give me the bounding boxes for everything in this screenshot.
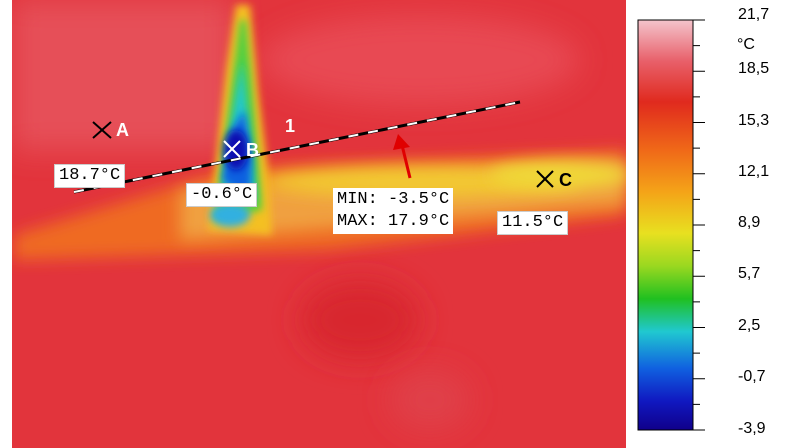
- marker-a-letter: A: [116, 120, 129, 140]
- scale-tick-label: 2,5: [738, 316, 761, 334]
- line-max-text: MAX: 17.9°C: [337, 212, 450, 231]
- scale-tick-label: 15,3: [738, 111, 770, 129]
- scale-tick-label: 8,9: [738, 214, 761, 231]
- scale-tick-label: 18,5: [738, 60, 770, 78]
- line-minmax-box: MIN: -3.5°C MAX: 17.9°C: [333, 188, 454, 234]
- scale-tick-label: 12,1: [738, 162, 770, 180]
- marker-b-cross-icon[interactable]: [223, 140, 241, 158]
- marker-c-temp-label: 11.5°C: [497, 211, 569, 235]
- marker-b-letter: B: [246, 140, 259, 160]
- scale-tick-label: -3,9: [738, 420, 766, 437]
- scale-tick-label: 5,7: [738, 265, 761, 283]
- line-number-label: 1: [285, 116, 296, 136]
- scale-tick-label: -0,7: [738, 367, 766, 385]
- arrow-icon: [393, 134, 412, 179]
- scale-ticks: [693, 19, 705, 431]
- profile-line[interactable]: [73, 100, 521, 194]
- scale-tick-label: 21,7: [738, 6, 770, 23]
- line-min-text: MIN: -3.5°C: [337, 190, 450, 209]
- scale-unit: °C: [737, 36, 755, 53]
- marker-c-letter: C: [559, 170, 572, 190]
- marker-b-temp-label: -0.6°C: [186, 183, 258, 207]
- marker-c-cross-icon[interactable]: [536, 170, 554, 188]
- marker-a-cross-icon[interactable]: [92, 121, 112, 139]
- marker-a-temp-label: 18.7°C: [54, 164, 126, 188]
